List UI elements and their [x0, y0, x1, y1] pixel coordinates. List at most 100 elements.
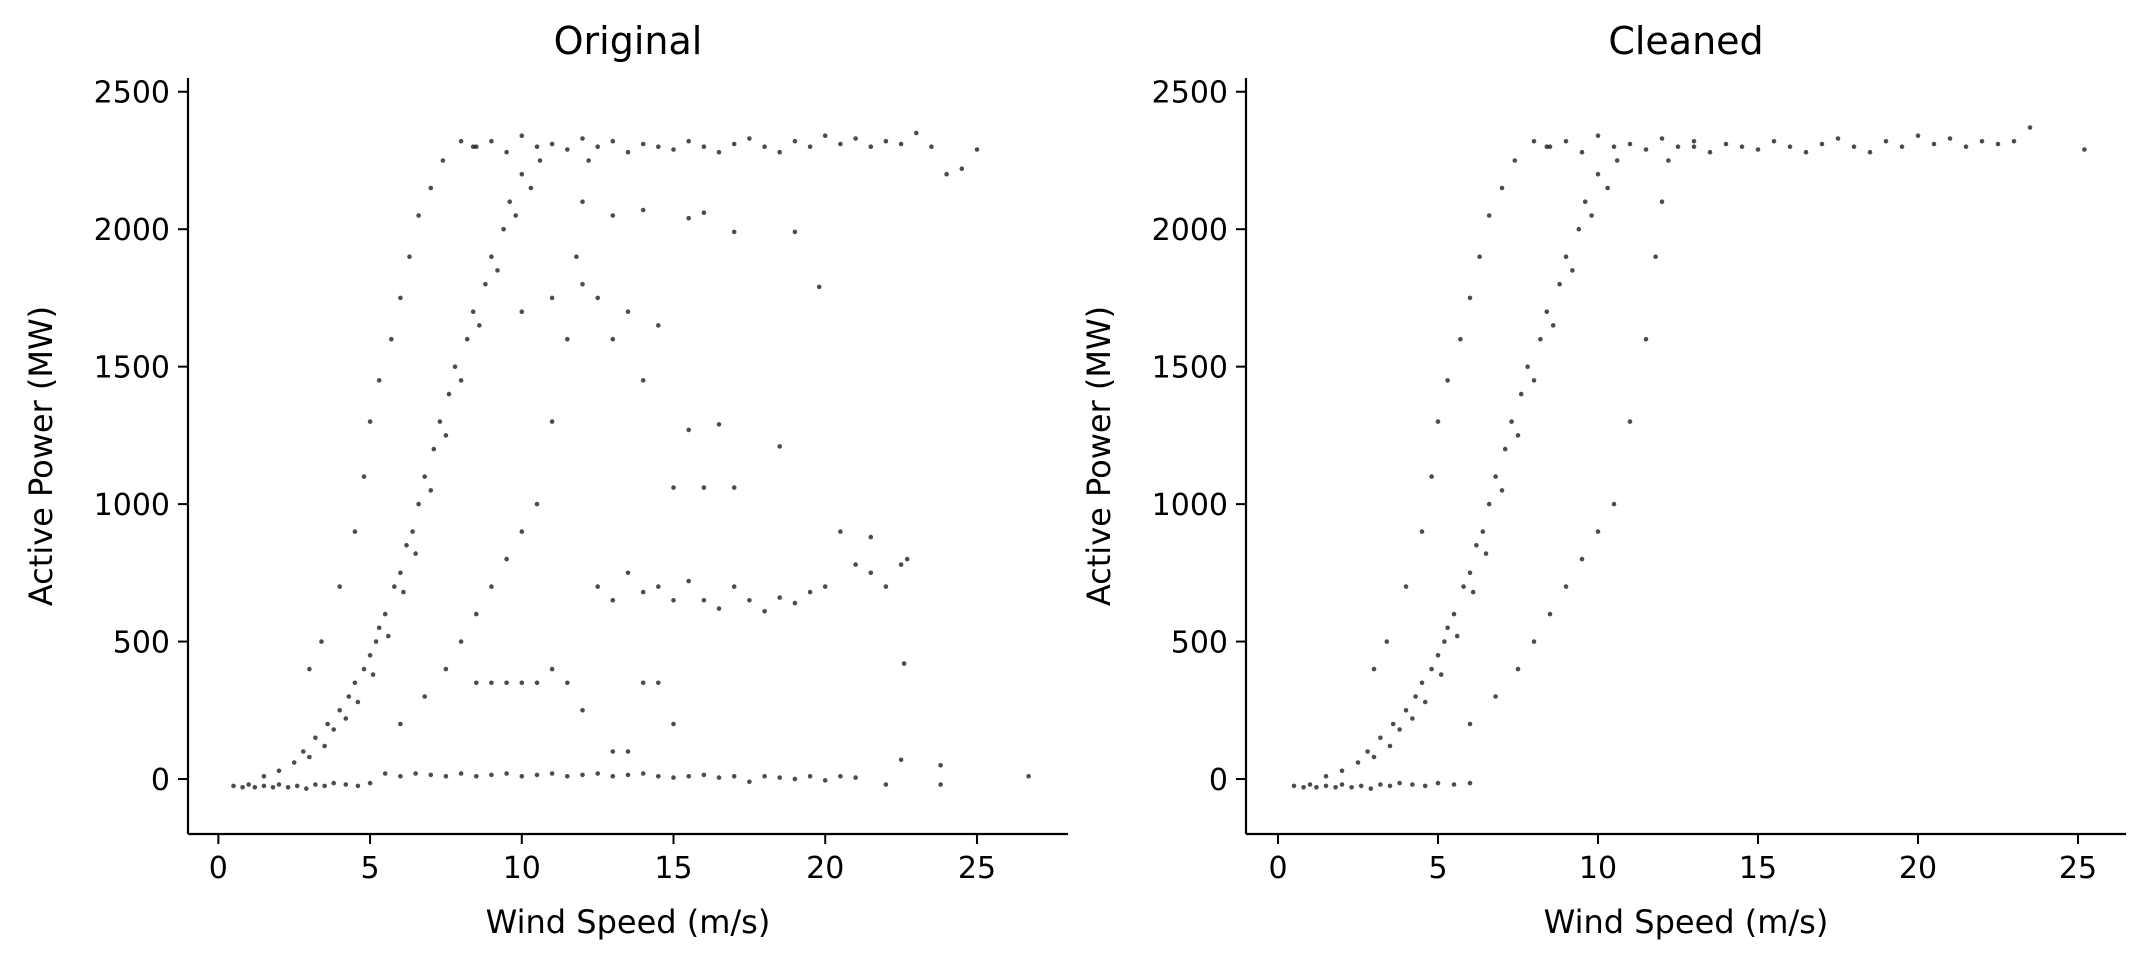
data-point [474, 144, 479, 149]
data-point [640, 589, 646, 595]
data-point [1525, 364, 1530, 370]
data-point [1435, 653, 1441, 658]
data-point [413, 771, 418, 776]
data-point [501, 226, 506, 232]
data-point [565, 336, 570, 342]
data-point [489, 254, 494, 259]
data-point [322, 743, 327, 749]
y-tick-label: 1500 [94, 351, 170, 386]
data-point [898, 141, 904, 147]
data-point [1474, 543, 1479, 548]
data-point [1419, 529, 1425, 534]
data-point [1390, 721, 1396, 727]
data-point [686, 774, 691, 779]
data-point [868, 144, 874, 149]
data-point [452, 364, 458, 370]
data-point [1963, 144, 1969, 149]
data-point [1358, 783, 1364, 789]
data-point [716, 422, 722, 427]
data-point [1509, 419, 1514, 424]
data-point [1339, 768, 1345, 774]
data-point [413, 551, 418, 556]
data-point [586, 158, 591, 163]
data-point [1931, 141, 1937, 147]
data-point [322, 783, 327, 789]
data-point [1611, 501, 1617, 507]
data-point [337, 708, 343, 713]
data-point [807, 144, 813, 149]
data-point [868, 570, 874, 576]
data-point [504, 771, 509, 776]
data-point [640, 771, 646, 776]
data-point [398, 774, 403, 779]
data-point [1355, 760, 1361, 765]
data-point [1579, 556, 1585, 562]
data-point [701, 772, 707, 778]
data-point [2027, 125, 2033, 130]
data-point [1435, 780, 1441, 786]
data-point [1611, 144, 1617, 149]
x-tick-label: 15 [654, 851, 692, 886]
data-point [792, 138, 798, 144]
data-point [701, 598, 707, 603]
y-tick-label: 1500 [1152, 351, 1228, 386]
data-point [1755, 147, 1761, 152]
data-point [398, 295, 403, 301]
data-point [519, 171, 525, 177]
data-point [307, 666, 312, 672]
data-point [574, 254, 579, 259]
data-point [625, 772, 631, 778]
data-point [1493, 694, 1498, 699]
data-point [640, 680, 646, 686]
data-point [1413, 694, 1418, 699]
y-tick-label: 2000 [1152, 213, 1228, 248]
data-point [1512, 158, 1518, 163]
data-point [1515, 666, 1521, 672]
data-point [1419, 680, 1425, 686]
data-point [1451, 611, 1457, 617]
data-point [1666, 158, 1671, 163]
data-point [422, 474, 428, 479]
data-point [495, 268, 500, 273]
data-point [1365, 749, 1370, 754]
data-point [1707, 149, 1713, 155]
data-point [777, 444, 782, 449]
data-point [938, 763, 943, 768]
data-point [376, 625, 382, 631]
data-point [504, 149, 509, 155]
data-point [1454, 633, 1460, 639]
data-point [1835, 136, 1841, 141]
data-point [1605, 185, 1610, 191]
x-tick-label: 5 [1428, 851, 1447, 886]
data-point [1544, 144, 1550, 149]
data-point [549, 666, 555, 672]
data-point [1467, 721, 1473, 727]
data-point [346, 694, 352, 699]
data-point [440, 158, 446, 163]
scatter-points [231, 130, 1031, 791]
data-point [944, 171, 949, 177]
data-point [898, 757, 904, 763]
data-point [519, 309, 525, 315]
data-point [1570, 268, 1575, 273]
data-point [1531, 639, 1537, 644]
data-point [1915, 133, 1921, 138]
data-point [443, 433, 449, 438]
data-point [1544, 309, 1550, 315]
data-point [1486, 213, 1492, 218]
data-point [777, 149, 782, 155]
data-point [686, 215, 691, 221]
y-axis-label: Active Power (MW) [1080, 306, 1118, 606]
data-point [1851, 144, 1857, 149]
x-tick-label: 0 [209, 851, 228, 886]
data-point [1589, 213, 1594, 218]
data-point [1486, 501, 1492, 507]
data-point [1477, 254, 1482, 259]
data-point [1819, 141, 1825, 147]
data-point [898, 562, 904, 567]
data-point [1333, 785, 1338, 790]
data-point [1467, 780, 1473, 786]
data-point [343, 716, 349, 721]
data-point [656, 584, 661, 589]
data-point [1470, 589, 1476, 595]
